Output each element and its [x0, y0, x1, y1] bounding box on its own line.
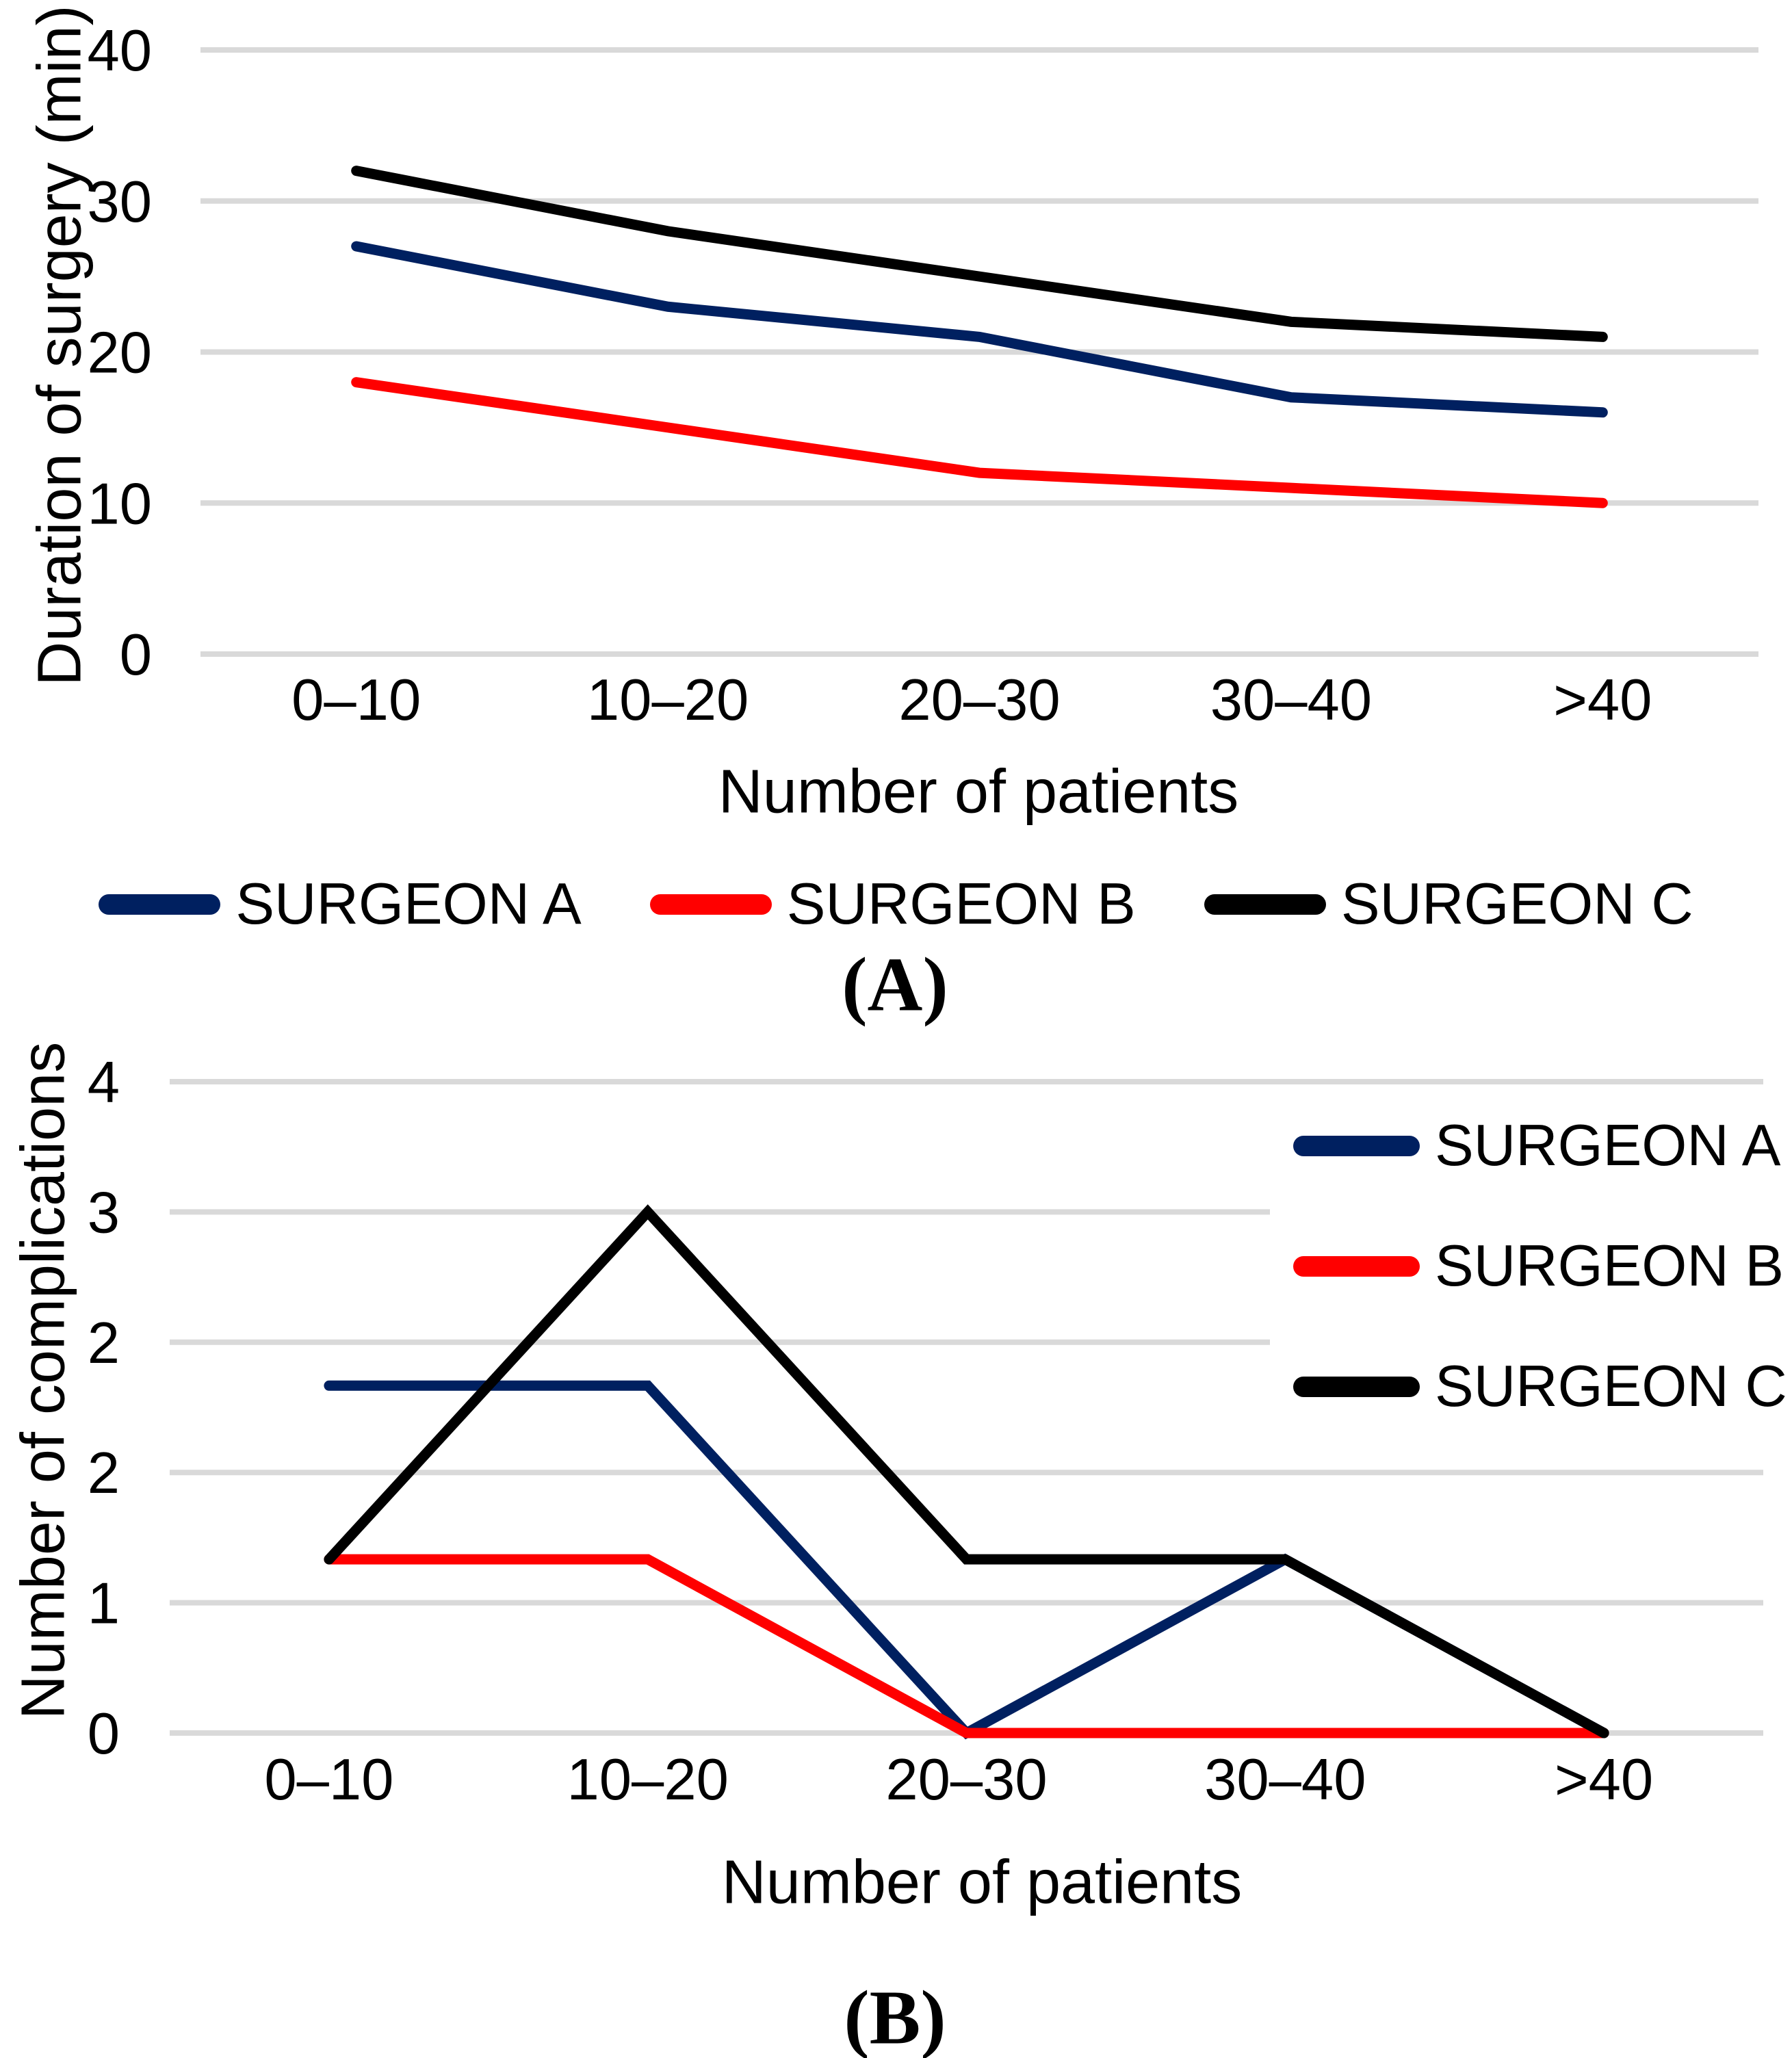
y-tick-label: 20: [87, 321, 152, 386]
legend-label: SURGEON B: [1435, 1234, 1784, 1299]
y-tick-label: 4: [88, 1050, 120, 1115]
x-tick-label: 0–10: [291, 668, 421, 733]
line-surgeon-c: [324, 1204, 1609, 1738]
surgeon-b-line-swatch: [1293, 1256, 1420, 1277]
chart-a-legend: SURGEON A SURGEON B SURGEON C: [0, 871, 1792, 938]
chart-a-legend-item-surgeon-c: SURGEON C: [1204, 871, 1693, 938]
y-tick-label: 40: [87, 18, 152, 83]
chart-b-legend-item-surgeon-b: SURGEON B: [1293, 1233, 1787, 1300]
surgeon-b-line-swatch: [649, 894, 772, 915]
y-tick-label: 0: [120, 623, 152, 688]
y-tick-label: 2: [88, 1311, 120, 1376]
chart-b-x-axis-title: Number of patients: [721, 1848, 1243, 1917]
legend-label: SURGEON A: [235, 872, 582, 937]
line-surgeon-c: [351, 166, 1608, 342]
chart-b-plot-area: 0 1 2 2 3 4 0–10 10–20 20–30 30–40 >40: [88, 1050, 1763, 1812]
legend-label: SURGEON B: [786, 872, 1136, 937]
y-tick-label: 1: [88, 1572, 120, 1637]
x-tick-label: 20–30: [885, 1747, 1047, 1812]
x-tick-label: 30–40: [1204, 1747, 1366, 1812]
x-tick-label: 10–20: [567, 1747, 729, 1812]
chart-b-legend: SURGEON A SURGEON B SURGEON C: [1270, 1096, 1792, 1437]
x-tick-label: >40: [1555, 1747, 1653, 1812]
legend-label: SURGEON C: [1435, 1354, 1787, 1419]
chart-a-x-axis-title: Number of patients: [718, 757, 1239, 826]
legend-label: SURGEON A: [1435, 1113, 1781, 1178]
line-surgeon-b: [324, 1554, 1609, 1738]
x-tick-label: >40: [1553, 668, 1652, 733]
y-tick-label: 3: [88, 1180, 120, 1245]
chart-a-legend-item-surgeon-b: SURGEON B: [649, 871, 1136, 938]
panel-b-caption: (B): [844, 1975, 946, 2058]
line-surgeon-b: [351, 377, 1608, 508]
y-tick-label: 2: [88, 1441, 120, 1506]
panel-a-caption: (A): [842, 942, 948, 1028]
y-tick-label: 0: [88, 1702, 120, 1767]
x-tick-label: 0–10: [264, 1747, 393, 1812]
line-surgeon-a: [351, 241, 1608, 418]
surgeon-a-line-swatch: [1293, 1136, 1420, 1156]
surgeon-c-line-swatch: [1204, 894, 1326, 915]
chart-b-y-axis-title: Number of complications: [9, 1041, 78, 1720]
chart-b-legend-item-surgeon-c: SURGEON C: [1293, 1353, 1787, 1420]
surgeon-a-line-swatch: [99, 894, 221, 915]
x-tick-label: 20–30: [898, 668, 1060, 733]
legend-label: SURGEON C: [1340, 872, 1693, 937]
chart-a-legend-item-surgeon-a: SURGEON A: [99, 871, 582, 938]
x-tick-label: 10–20: [587, 668, 749, 733]
surgeon-c-line-swatch: [1293, 1377, 1420, 1397]
chart-a-y-axis-title: Duration of surgery (min): [25, 5, 94, 686]
chart-b-legend-item-surgeon-a: SURGEON A: [1293, 1112, 1787, 1180]
x-tick-label: 30–40: [1210, 668, 1372, 733]
chart-a-plot-area: 0 10 20 30 40 0–10 10–20 20–30 30–40 >40: [87, 18, 1758, 733]
y-tick-label: 10: [87, 471, 152, 536]
y-tick-label: 30: [87, 170, 152, 235]
